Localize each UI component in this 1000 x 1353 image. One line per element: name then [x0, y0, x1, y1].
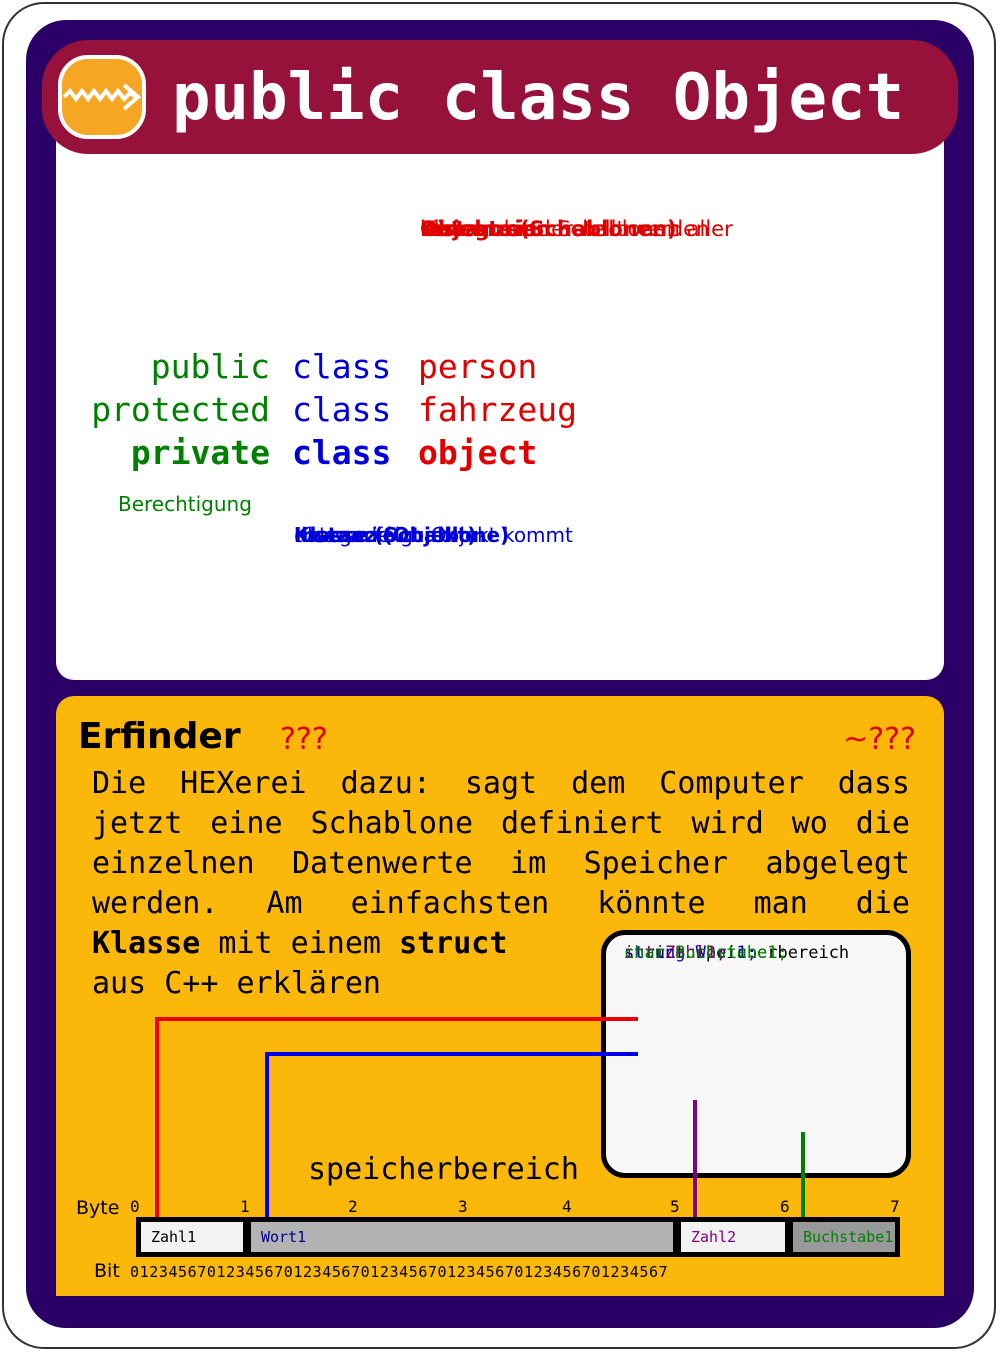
struct-line: int Zahl1; — [624, 943, 727, 963]
description-line: Klasse mit einem struct — [92, 924, 910, 964]
description-line: werden. Am einfachsten könnte man die — [92, 886, 910, 921]
annotation-text: Klasse die zu Objekt kommt — [294, 523, 573, 547]
memory-title: speicherbereich — [308, 1152, 579, 1187]
byte-number: 7 — [890, 1197, 900, 1216]
struct-line: string Wort1; — [624, 943, 758, 963]
year-value: ~??? — [843, 722, 916, 757]
inventor-heading: Erfinder — [78, 716, 241, 757]
annotation-text: können hier erstellt werden — [420, 217, 710, 241]
description-line: Die HEXerei dazu: sagt dem Computer dass — [92, 766, 910, 801]
annotation-text: Kategorie — [294, 523, 391, 547]
keyword-class: class — [292, 347, 392, 386]
zigzag-arrow-icon — [58, 55, 146, 139]
connector-zahl1 — [155, 1017, 638, 1222]
keyword-class: class — [292, 390, 392, 429]
modifier-protected: protected — [91, 390, 270, 429]
byte-number: 1 — [240, 1197, 250, 1216]
annotation-text: Kategorien — [420, 217, 551, 241]
annotation-text: Instanzen — [420, 217, 536, 241]
byte-number: 5 — [670, 1197, 680, 1216]
struct-code-box — [601, 930, 911, 1178]
struct-line: int Zahl2; — [624, 943, 727, 963]
memory-cell-wort1: Wort1 — [251, 1222, 673, 1252]
annotation-text: Instanz (Objekt) — [294, 523, 477, 547]
bit-numbers: 0123456701234567012345670123456701234567… — [130, 1263, 669, 1281]
byte-label: Byte — [76, 1197, 120, 1219]
memory-cell-zahl2: Zahl2 — [681, 1222, 785, 1252]
modifier-private: private — [130, 433, 270, 472]
byte-number: 4 — [562, 1197, 572, 1216]
code-panel — [56, 120, 944, 680]
annotation-text: Objekte (Schablonen) — [420, 217, 677, 241]
title-banner — [42, 40, 958, 154]
memory-cell-zahl1: Zahl1 — [141, 1222, 243, 1252]
keyword-class: class — [292, 433, 392, 472]
annotation-text: die nun folgt — [294, 523, 421, 547]
permission-label: Berechtigung — [118, 492, 252, 516]
struct-line: struct speicherbereich — [624, 943, 850, 963]
struct-line: char Buchstabe1; — [624, 943, 788, 963]
memory-cell-buchstabe1: Buchstabe1 — [793, 1222, 895, 1252]
description-line: einzelnen Datenwerte im Speicher abgeleg… — [92, 846, 910, 881]
byte-number: 2 — [348, 1197, 358, 1216]
class-name: person — [418, 347, 538, 386]
connector-wort1 — [265, 1052, 638, 1222]
annotation-text: Klasse (Schablone) — [294, 523, 510, 547]
class-name: object — [418, 433, 538, 472]
byte-number: 6 — [780, 1197, 790, 1216]
annotation-text: Klassen sind Schablonen aller — [420, 217, 733, 241]
byte-number: 0 — [130, 1197, 140, 1216]
keyword-klasse: Klasse — [92, 926, 201, 961]
description-text: Die HEXerei dazu: sagt dem Computer dass… — [92, 764, 910, 1004]
class-name: fahrzeug — [418, 390, 577, 429]
bit-label: Bit — [94, 1260, 120, 1282]
description-line: jetzt eine Schablone definiert wird wo d… — [92, 806, 910, 841]
keyword-struct: struct — [399, 926, 508, 961]
modifier-public: public — [150, 347, 270, 386]
description-line: aus C++ erklären — [92, 966, 381, 1001]
byte-number: 3 — [458, 1197, 468, 1216]
page-title: public class Object — [172, 61, 905, 135]
description-fragment: mit einem — [200, 926, 400, 961]
inventor-value: ??? — [280, 722, 328, 757]
